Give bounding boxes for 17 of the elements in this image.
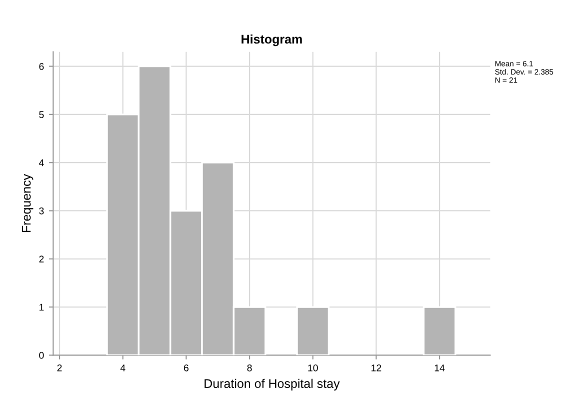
x-tick-label: 10 [308,364,318,372]
chart-title: Histogram [242,34,302,46]
x-tick-label: 14 [434,364,445,372]
y-axis-title: Frequency [22,174,34,232]
y-tick-label: 0 [39,352,44,359]
x-axis-title: Duration of Hospital stay [204,378,340,390]
x-tick-label: 4 [120,364,126,372]
y-tick-label: 1 [40,304,44,311]
y-tick-label: 3 [39,207,44,214]
x-tick-label: 8 [247,364,252,372]
y-tick-label: 4 [38,159,44,166]
x-tick-label: 6 [184,364,188,372]
y-tick-label: 6 [39,63,44,70]
y-tick-label: 2 [39,256,44,262]
y-tick-label: 5 [39,111,44,118]
x-tick-label: 2 [57,364,62,372]
x-tick-label: 12 [372,364,382,372]
